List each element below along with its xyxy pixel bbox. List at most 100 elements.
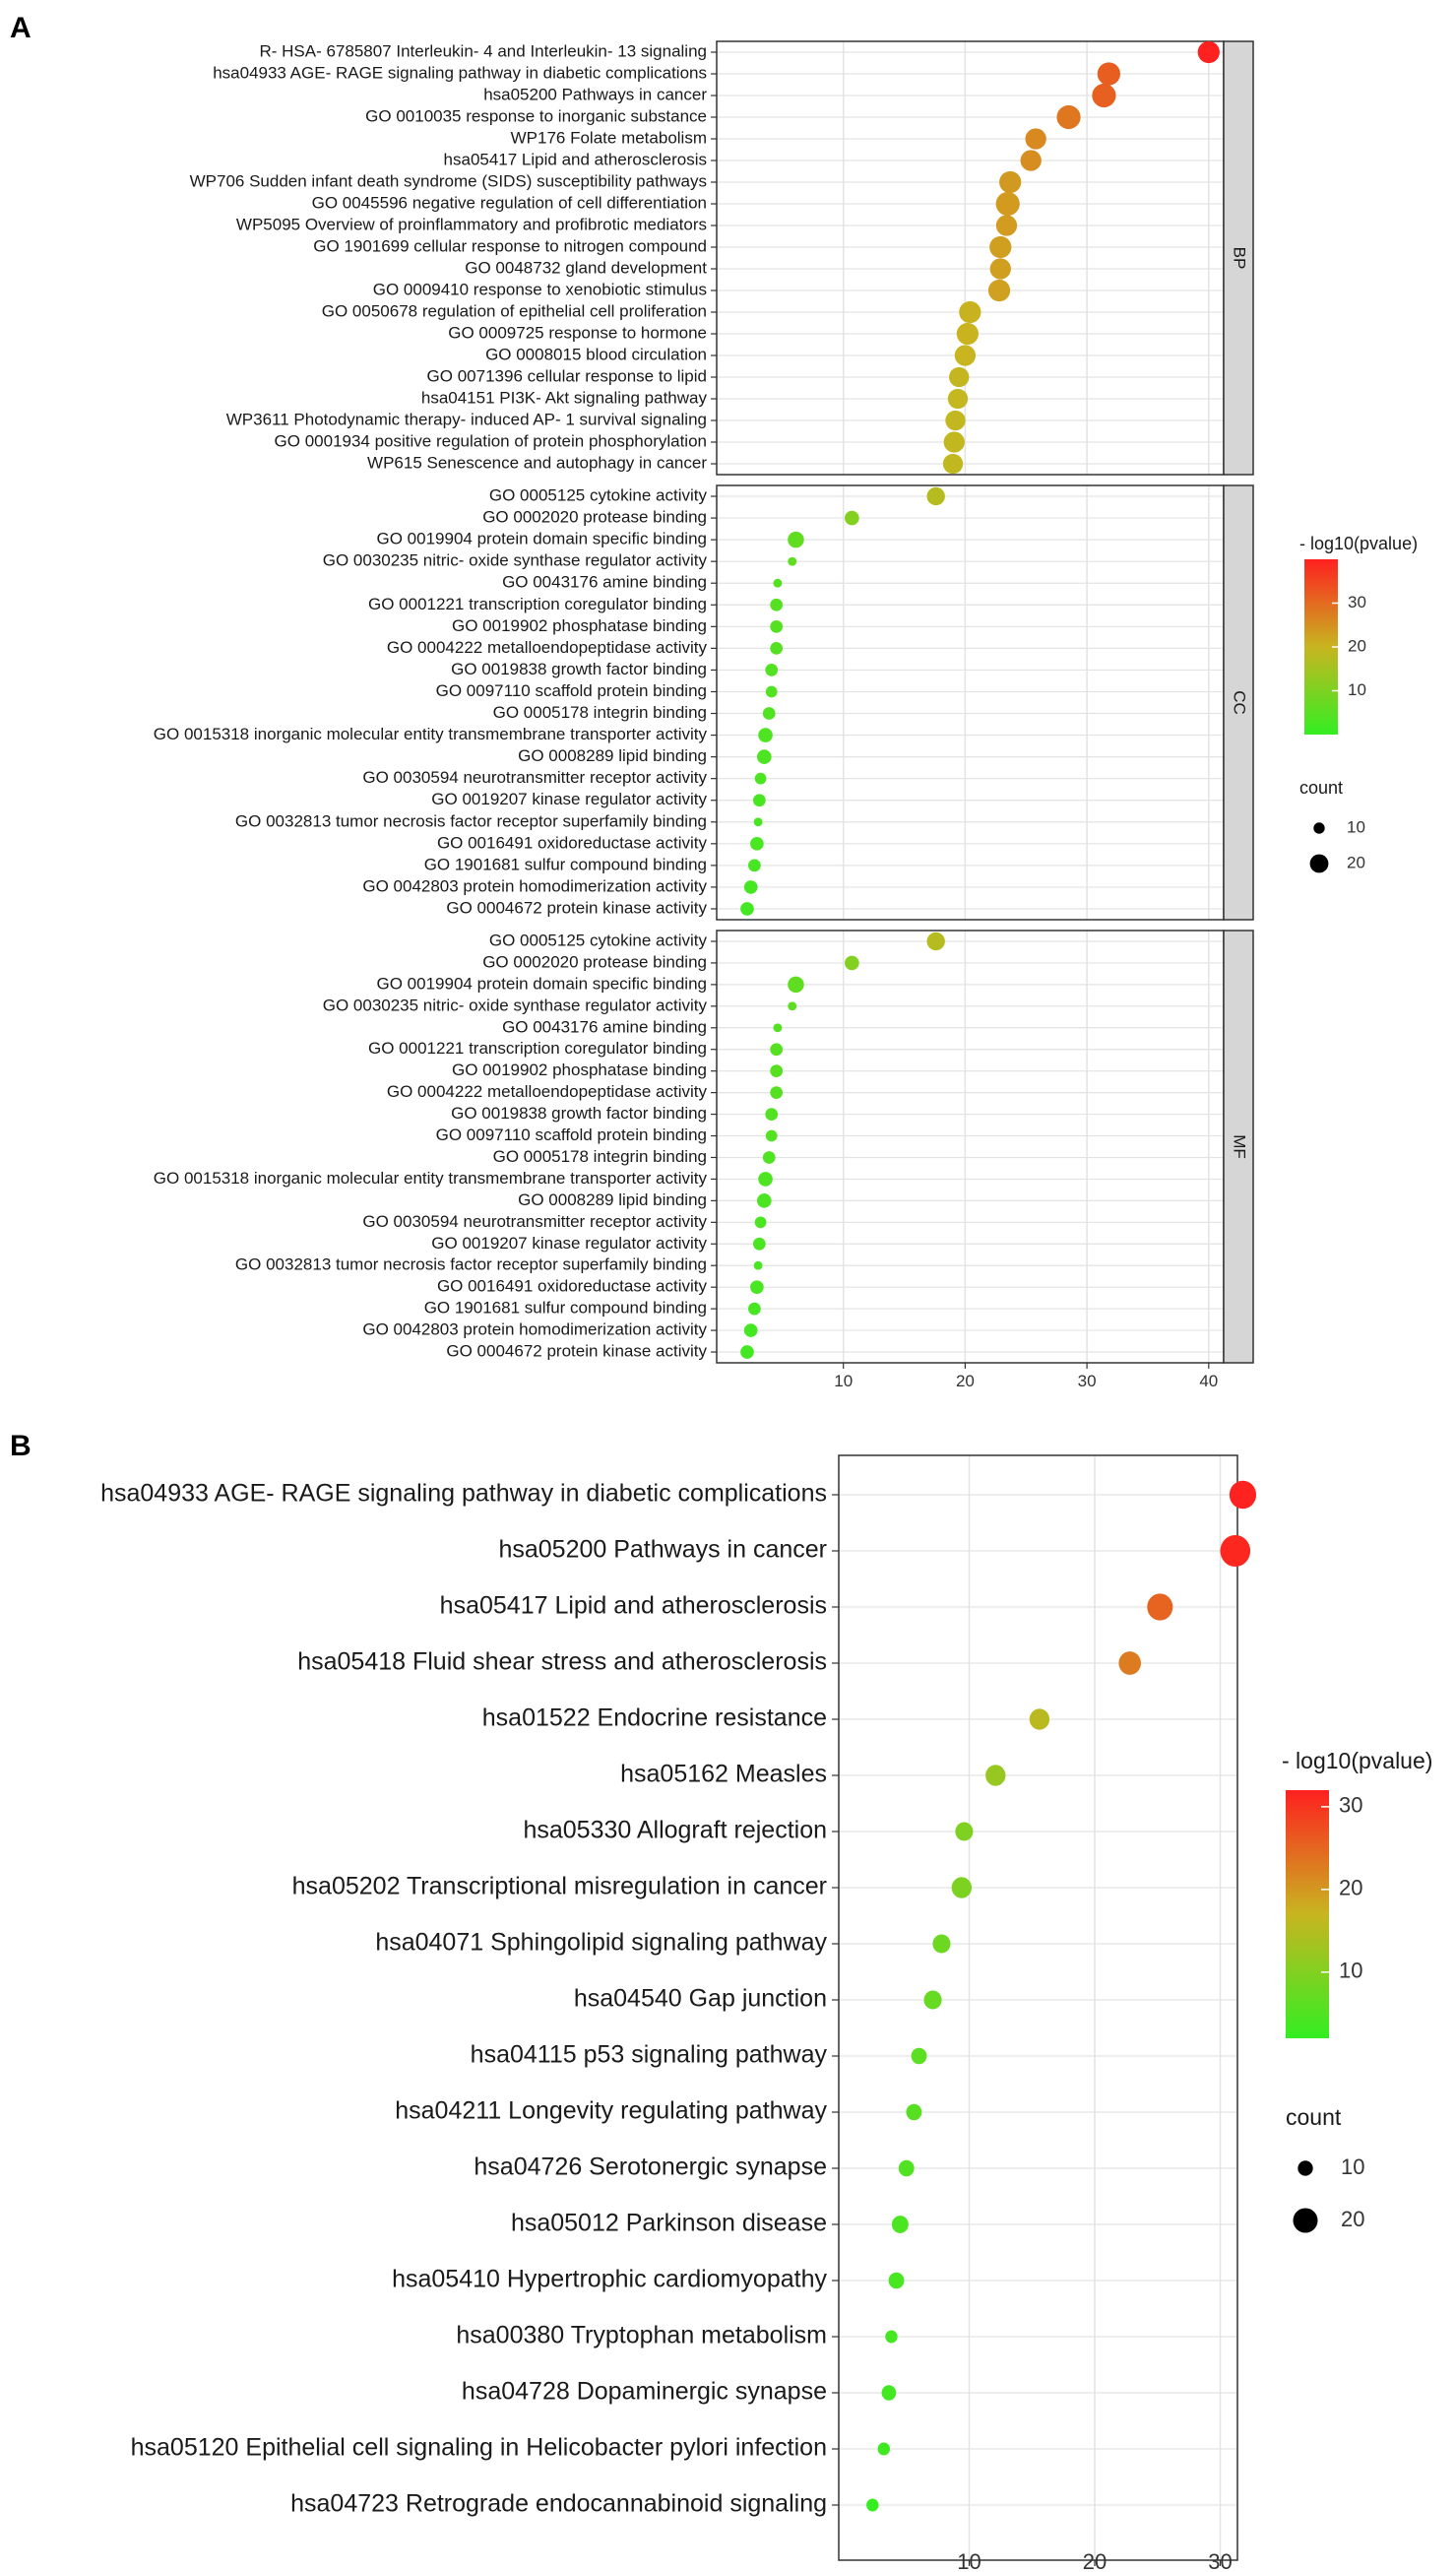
color-legend-label: 20 bbox=[1339, 1876, 1362, 1900]
term-label: GO 0032813 tumor necrosis factor recepto… bbox=[235, 811, 707, 830]
term-label: GO 0097110 scaffold protein binding bbox=[436, 681, 707, 700]
data-point bbox=[765, 1108, 779, 1121]
data-point bbox=[752, 1237, 766, 1251]
facet-bp: BP R- HSA- 6785807 Interleukin- 4 and Int… bbox=[190, 40, 1254, 476]
data-point bbox=[743, 880, 758, 894]
color-legend-bar bbox=[1286, 1790, 1329, 2038]
term-label: hsa05418 Fluid shear stress and atherosc… bbox=[297, 1648, 827, 1676]
x-tick-label: 20 bbox=[956, 1372, 975, 1390]
term-label: hsa05200 Pathways in cancer bbox=[498, 1536, 827, 1564]
term-label: GO 0071396 cellular response to lipid bbox=[427, 366, 707, 385]
data-point bbox=[845, 955, 859, 971]
term-label: GO 0030594 neurotransmitter receptor act… bbox=[362, 1212, 707, 1231]
term-label: hsa05162 Measles bbox=[620, 1761, 827, 1788]
x-tick-label: 30 bbox=[1208, 2549, 1232, 2572]
x-tick-label: 30 bbox=[1078, 1372, 1097, 1390]
term-label: WP615 Senescence and autophagy in cancer bbox=[367, 453, 707, 472]
term-label: GO 0043176 amine binding bbox=[502, 573, 707, 592]
term-label: WP5095 Overview of proinflammatory and p… bbox=[236, 215, 707, 233]
data-point bbox=[885, 2330, 898, 2344]
data-point bbox=[762, 707, 776, 720]
x-tick-label: 10 bbox=[957, 2549, 981, 2572]
data-point bbox=[932, 1934, 951, 1954]
term-label: GO 0001221 transcription coregulator bin… bbox=[368, 1039, 707, 1058]
data-point bbox=[949, 366, 970, 388]
term-label: GO 0030235 nitric- oxide synthase regula… bbox=[323, 551, 708, 570]
term-label: GO 0008289 lipid binding bbox=[518, 746, 707, 765]
term-label: GO 0032813 tumor necrosis factor recepto… bbox=[235, 1255, 707, 1274]
data-point bbox=[1118, 1651, 1142, 1675]
term-label: GO 0015318 inorganic molecular entity tr… bbox=[154, 725, 708, 743]
data-point bbox=[1197, 40, 1220, 64]
term-label: GO 0004222 metalloendopeptidase activity bbox=[387, 1082, 708, 1101]
data-point bbox=[788, 1001, 797, 1011]
facet-background bbox=[717, 485, 1224, 920]
size-legend-title: count bbox=[1286, 2104, 1342, 2130]
data-point bbox=[762, 1151, 776, 1164]
data-point bbox=[911, 2047, 927, 2065]
panel-label-a: A bbox=[10, 12, 32, 44]
term-label: WP3611 Photodynamic therapy- induced AP-… bbox=[226, 410, 707, 428]
facet-mf: MF GO 0005125 cytokine activity GO 0002020… bbox=[154, 930, 1254, 1364]
term-label: GO 0097110 scaffold protein binding bbox=[436, 1125, 707, 1144]
data-point bbox=[995, 191, 1020, 217]
data-point bbox=[754, 1216, 767, 1229]
data-point bbox=[1229, 1480, 1257, 1510]
term-label: hsa05330 Allograft rejection bbox=[523, 1817, 827, 1844]
chart-b: hsa04933 AGE- RAGE signaling pathway in … bbox=[100, 1454, 1432, 2572]
facet-strip bbox=[1223, 40, 1254, 476]
data-point bbox=[740, 902, 754, 916]
size-legend-label: 20 bbox=[1341, 2207, 1364, 2231]
data-point bbox=[926, 486, 945, 506]
data-point bbox=[748, 859, 761, 872]
term-label: GO 0009725 response to hormone bbox=[448, 323, 707, 342]
data-point bbox=[989, 258, 1011, 280]
term-label: GO 0016491 oxidoreductase activity bbox=[437, 1277, 708, 1296]
term-label: WP706 Sudden infant death syndrome (SIDS… bbox=[190, 171, 707, 190]
size-legend-label: 10 bbox=[1347, 817, 1365, 836]
term-label: GO 0005178 integrin binding bbox=[493, 703, 707, 722]
term-label: hsa04728 Dopaminergic synapse bbox=[462, 2378, 827, 2406]
term-label: GO 0019207 kinase regulator activity bbox=[431, 790, 707, 808]
color-legend-title: - log10(pvalue) bbox=[1282, 1748, 1432, 1773]
term-label: GO 0005125 cytokine activity bbox=[489, 486, 708, 505]
facet-background bbox=[717, 931, 1224, 1363]
term-label: hsa00380 Tryptophan metabolism bbox=[456, 2322, 827, 2349]
term-label: GO 0042803 protein homodimerization acti… bbox=[362, 1320, 707, 1339]
size-legend-title: count bbox=[1299, 778, 1343, 798]
term-label: WP176 Folate metabolism bbox=[511, 128, 707, 147]
term-label: GO 0002020 protease binding bbox=[482, 952, 707, 971]
term-label: hsa01522 Endocrine resistance bbox=[482, 1704, 827, 1732]
data-point bbox=[753, 1260, 763, 1270]
data-point bbox=[1025, 128, 1046, 150]
term-label: hsa04723 Retrograde endocannabinoid sign… bbox=[290, 2490, 827, 2518]
term-label: hsa04540 Gap junction bbox=[574, 1985, 827, 2013]
data-point bbox=[906, 2103, 922, 2121]
term-label: GO 0030235 nitric- oxide synthase regula… bbox=[323, 996, 708, 1014]
size-legend-dot bbox=[1298, 2160, 1313, 2176]
color-legend-label: 10 bbox=[1339, 1959, 1362, 1983]
data-point bbox=[748, 1302, 761, 1316]
facet-strip-label: MF bbox=[1231, 1134, 1249, 1159]
term-label: hsa05410 Hypertrophic cardiomyopathy bbox=[392, 2266, 827, 2293]
data-point bbox=[1056, 104, 1081, 130]
term-label: hsa04726 Serotonergic synapse bbox=[474, 2154, 827, 2181]
x-tick-label: 10 bbox=[834, 1372, 853, 1390]
data-point bbox=[753, 817, 763, 827]
term-label: GO 0019902 phosphatase binding bbox=[452, 1061, 707, 1079]
data-point bbox=[770, 619, 784, 633]
data-point bbox=[942, 453, 964, 475]
term-label: hsa05200 Pathways in cancer bbox=[483, 85, 707, 103]
term-label: hsa04115 p53 signaling pathway bbox=[471, 2041, 828, 2069]
data-point bbox=[770, 1043, 784, 1057]
data-point bbox=[770, 1086, 784, 1099]
data-point bbox=[1220, 1534, 1251, 1568]
term-label: GO 0001934 positive regulation of protei… bbox=[275, 431, 707, 450]
data-point bbox=[926, 932, 945, 951]
term-label: hsa04151 PI3K- Akt signaling pathway bbox=[421, 388, 708, 407]
data-point bbox=[995, 215, 1018, 236]
term-label: hsa04933 AGE- RAGE signaling pathway in … bbox=[213, 63, 707, 82]
term-label: GO 0008015 blood circulation bbox=[485, 345, 707, 363]
term-label: GO 0005125 cytokine activity bbox=[489, 931, 708, 949]
plot-frame bbox=[838, 1454, 1238, 2561]
